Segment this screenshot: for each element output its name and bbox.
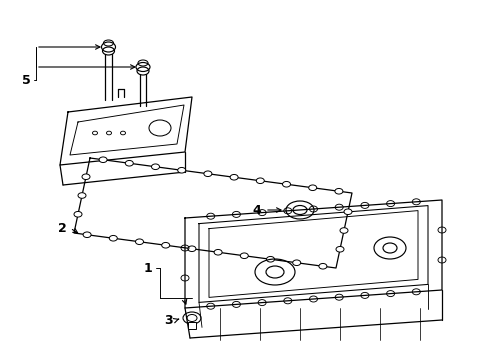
Ellipse shape [319,264,327,269]
Ellipse shape [74,211,82,217]
Ellipse shape [204,171,212,176]
Ellipse shape [136,239,144,244]
Text: 2: 2 [58,221,66,234]
Ellipse shape [78,193,86,198]
Ellipse shape [230,175,238,180]
Ellipse shape [256,178,264,184]
Ellipse shape [340,228,348,233]
Ellipse shape [162,242,170,248]
Text: 5: 5 [22,73,30,86]
Ellipse shape [240,253,248,258]
Text: 4: 4 [253,203,261,216]
Ellipse shape [267,256,274,262]
Ellipse shape [188,246,196,252]
Ellipse shape [137,67,149,75]
Ellipse shape [214,249,222,255]
Ellipse shape [309,185,317,190]
Ellipse shape [335,188,343,194]
Text: 3: 3 [164,314,172,327]
Text: 1: 1 [144,261,152,274]
Ellipse shape [178,167,186,173]
Ellipse shape [99,157,107,163]
Ellipse shape [125,161,133,166]
Ellipse shape [82,174,90,180]
Bar [188,322,196,329]
Ellipse shape [336,247,344,252]
Ellipse shape [83,232,91,238]
Ellipse shape [283,181,291,187]
Ellipse shape [344,209,352,215]
Ellipse shape [109,235,117,241]
Ellipse shape [102,47,115,55]
Ellipse shape [151,164,160,170]
Ellipse shape [293,260,301,266]
